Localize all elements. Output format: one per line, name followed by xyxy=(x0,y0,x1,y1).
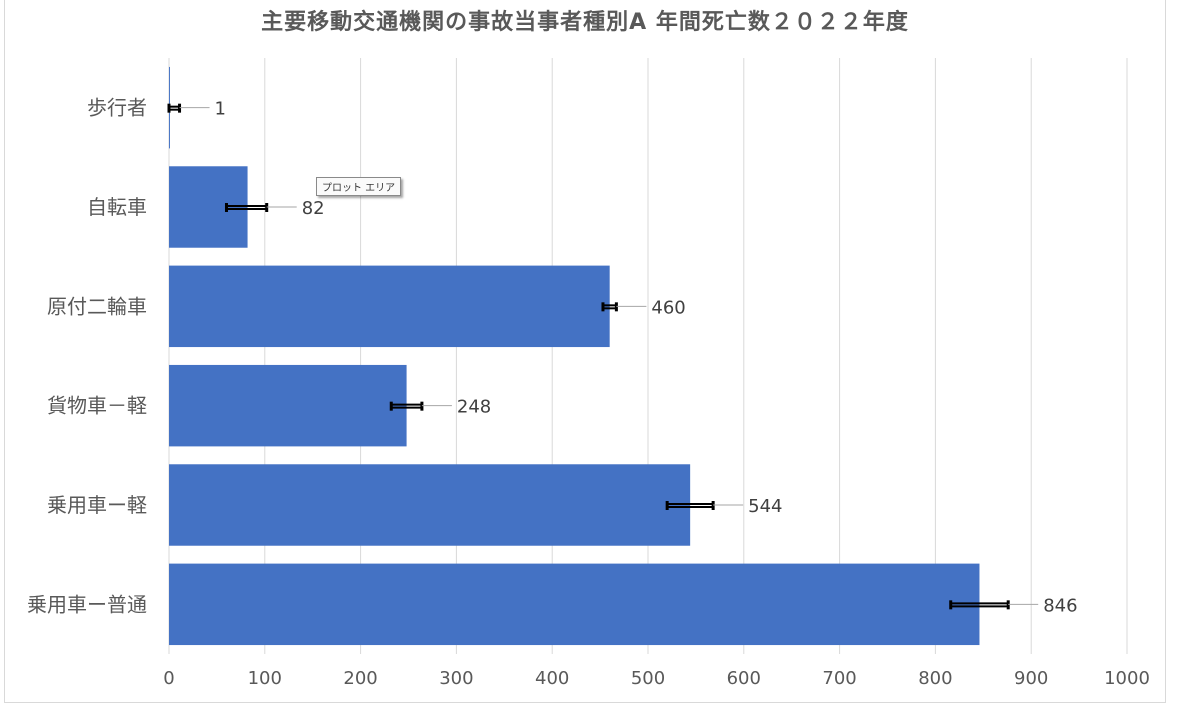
category-label: 貨物車－軽 xyxy=(47,394,147,418)
x-tick-label: 200 xyxy=(343,668,377,689)
x-tick-label: 500 xyxy=(631,668,665,689)
data-label: 544 xyxy=(748,496,782,517)
x-tick-label: 800 xyxy=(918,668,952,689)
data-label: 1 xyxy=(215,99,226,120)
data-label: 248 xyxy=(457,397,491,418)
x-tick-label: 700 xyxy=(822,668,856,689)
category-label: 乗用車ー普通 xyxy=(27,592,147,616)
data-label: 846 xyxy=(1043,595,1077,616)
chart-frame xyxy=(4,0,1166,703)
plot-area-tooltip: プロット エリア xyxy=(316,177,402,196)
data-label: 460 xyxy=(651,297,685,318)
category-label: 歩行者 xyxy=(87,96,147,120)
data-label: 82 xyxy=(302,198,325,219)
category-label: 自転車 xyxy=(87,195,147,219)
x-tick-label: 600 xyxy=(727,668,761,689)
x-tick-label: 300 xyxy=(439,668,473,689)
chart-title: 主要移動交通機関の事故当事者種別A 年間死亡数２０２２年度 xyxy=(261,10,909,35)
bar[interactable] xyxy=(169,364,407,447)
x-tick-label: 1000 xyxy=(1104,668,1150,689)
bar[interactable] xyxy=(169,563,980,646)
x-tick-label: 900 xyxy=(1014,668,1048,689)
x-tick-label: 100 xyxy=(248,668,282,689)
category-label: 乗用車ー軽 xyxy=(47,493,147,517)
bar[interactable] xyxy=(169,464,691,546)
x-tick-label: 0 xyxy=(163,668,174,689)
category-label: 原付二輪車 xyxy=(47,294,147,318)
x-tick-label: 400 xyxy=(535,668,569,689)
bar[interactable] xyxy=(169,265,610,348)
